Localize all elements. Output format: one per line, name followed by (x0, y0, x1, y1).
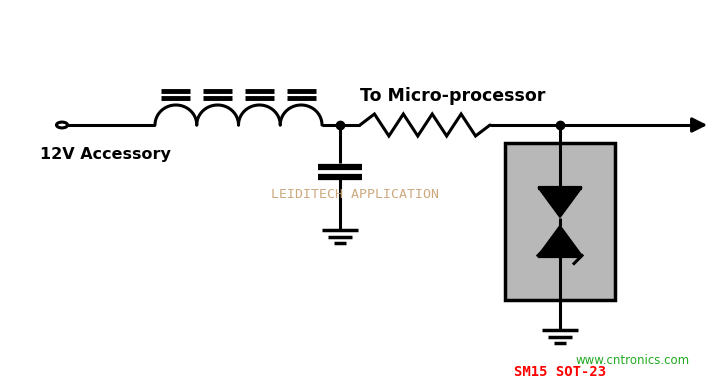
Bar (505, 143, 615, 300)
Polygon shape (538, 226, 582, 256)
Text: 12V Accessory: 12V Accessory (40, 147, 171, 162)
Polygon shape (538, 187, 582, 218)
Text: www.cntronics.com: www.cntronics.com (576, 354, 690, 367)
Text: SM15 SOT-23: SM15 SOT-23 (514, 365, 606, 379)
Text: LEIDITECH APPLICATION: LEIDITECH APPLICATION (271, 189, 439, 202)
Text: To Micro-processor: To Micro-processor (359, 87, 545, 105)
